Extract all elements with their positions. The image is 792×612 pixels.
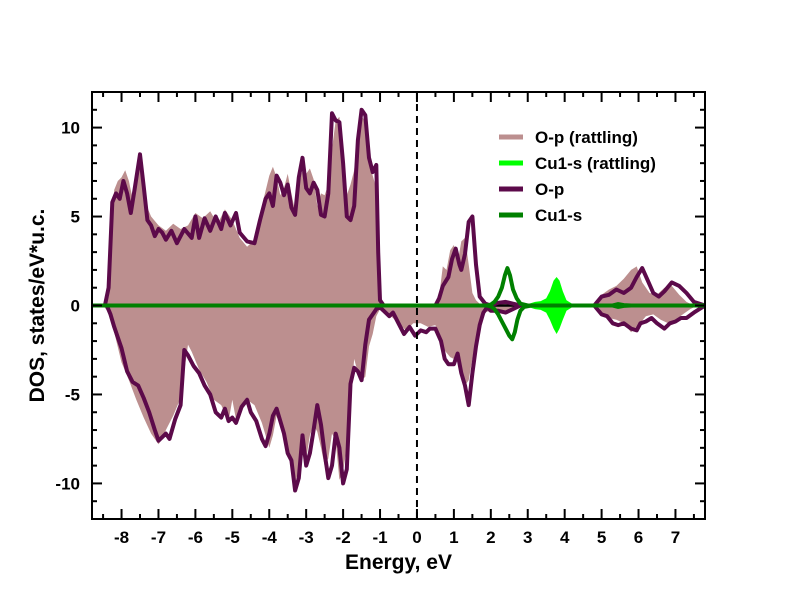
legend-label-cu1-s-rattling: Cu1-s (rattling) [535, 154, 656, 173]
y-tick-label: 10 [61, 119, 80, 138]
y-tick-label: -5 [65, 385, 80, 404]
x-tick-label: -7 [151, 528, 166, 547]
series-o-p-rattling-up-area [92, 116, 705, 306]
x-tick-label: 5 [597, 528, 606, 547]
series-cu1-s-up-line [92, 266, 705, 308]
x-tick-label: -2 [336, 528, 351, 547]
legend-label-cu1-s: Cu1-s [535, 206, 582, 225]
series-layer [92, 107, 705, 493]
series-cu1-s-rattling-up-area [92, 277, 705, 306]
series-o-p-rattling-down-area [92, 305, 705, 484]
x-tick-label: 3 [523, 528, 532, 547]
axes-frame [91, 91, 706, 520]
series-cu1-s-rattling-down-area [92, 305, 705, 334]
y-tick-label: -10 [55, 474, 80, 493]
x-tick-label: 6 [634, 528, 643, 547]
x-tick-label: 7 [671, 528, 680, 547]
legend-label-o-p: O-p [535, 180, 564, 199]
x-tick-label: 4 [560, 528, 570, 547]
x-tick-label: -4 [262, 528, 278, 547]
x-tick-label: -6 [188, 528, 203, 547]
x-axis-title: Energy, eV [345, 551, 452, 574]
x-tick-label: -5 [225, 528, 240, 547]
y-tick-label: 5 [71, 208, 80, 227]
plot-area [92, 92, 705, 519]
x-tick-label: -3 [299, 528, 314, 547]
x-tick-label: -1 [372, 528, 387, 547]
x-tick-label: -8 [114, 528, 129, 547]
y-axis-title: DOS, states/eV*u.c. [26, 209, 49, 403]
legend: O-p (rattling) Cu1-s (rattling) O-p Cu1-s [499, 128, 656, 225]
y-tick-label: 0 [71, 297, 80, 316]
x-tick-label: 2 [486, 528, 495, 547]
x-tick-label: 1 [449, 528, 458, 547]
x-tick-label: 0 [412, 528, 421, 547]
series-cu1-s-down-line [92, 303, 705, 342]
legend-label-o-p-rattling: O-p (rattling) [535, 128, 638, 147]
